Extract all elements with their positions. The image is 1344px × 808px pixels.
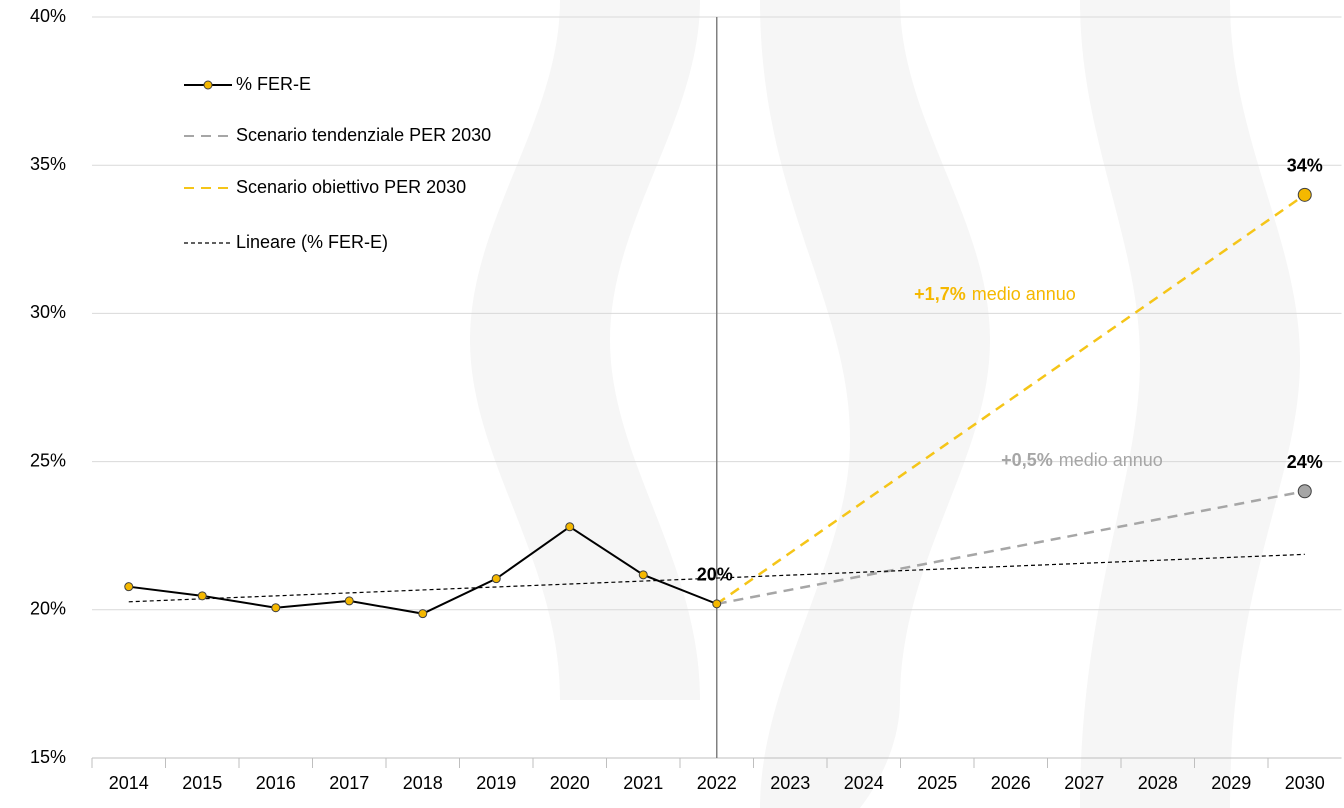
x-tick-label: 2024 xyxy=(844,773,884,793)
x-tick-label: 2022 xyxy=(697,773,737,793)
data-point xyxy=(271,603,281,613)
data-point xyxy=(1297,484,1312,499)
x-tick-label: 2026 xyxy=(991,773,1031,793)
x-tick-label: 2030 xyxy=(1285,773,1325,793)
x-tick-label: 2028 xyxy=(1138,773,1178,793)
annotation-bold: +1,7% xyxy=(914,284,966,304)
data-label: 20% xyxy=(697,565,733,585)
series-line xyxy=(716,193,1306,605)
x-tick-label: 2016 xyxy=(256,773,296,793)
annotation-text: medio annuo xyxy=(972,284,1076,304)
x-tick-label: 2018 xyxy=(403,773,443,793)
x-tick-label: 2019 xyxy=(476,773,516,793)
data-point xyxy=(565,522,575,532)
data-point xyxy=(124,582,134,592)
legend-label: Scenario tendenziale PER 2030 xyxy=(236,125,491,145)
x-tick-label: 2023 xyxy=(770,773,810,793)
annotation: +0,5% medio annuo xyxy=(1001,450,1163,470)
data-point xyxy=(638,570,648,580)
y-tick-label: 15% xyxy=(30,747,66,767)
x-tick-label: 2020 xyxy=(550,773,590,793)
y-tick-label: 25% xyxy=(30,450,66,470)
data-label: 34% xyxy=(1287,156,1323,176)
data-point xyxy=(418,609,428,619)
data-point xyxy=(197,591,207,601)
x-tick-label: 2021 xyxy=(623,773,663,793)
y-tick-label: 35% xyxy=(30,154,66,174)
data-point xyxy=(712,599,722,609)
series-line xyxy=(716,490,1305,606)
background-decoration xyxy=(470,0,1300,808)
legend-marker xyxy=(203,80,213,90)
series-line xyxy=(128,553,1305,603)
x-tick-label: 2027 xyxy=(1064,773,1104,793)
annotation-bold: +0,5% xyxy=(1001,450,1053,470)
x-tick-label: 2029 xyxy=(1211,773,1251,793)
x-tick-label: 2015 xyxy=(182,773,222,793)
annotation-text: medio annuo xyxy=(1059,450,1163,470)
legend-label: Scenario obiettivo PER 2030 xyxy=(236,177,466,197)
y-tick-label: 40% xyxy=(30,6,66,26)
data-point xyxy=(1297,187,1312,202)
legend-label: % FER-E xyxy=(236,74,311,94)
x-tick-label: 2025 xyxy=(917,773,957,793)
y-tick-label: 20% xyxy=(30,599,66,619)
data-label: 24% xyxy=(1287,452,1323,472)
y-tick-label: 30% xyxy=(30,302,66,322)
data-point xyxy=(491,574,501,584)
x-tick-label: 2017 xyxy=(329,773,369,793)
data-point xyxy=(344,596,354,606)
annotation: +1,7% medio annuo xyxy=(914,284,1076,304)
legend-label: Lineare (% FER-E) xyxy=(236,232,388,252)
x-tick-label: 2014 xyxy=(109,773,149,793)
